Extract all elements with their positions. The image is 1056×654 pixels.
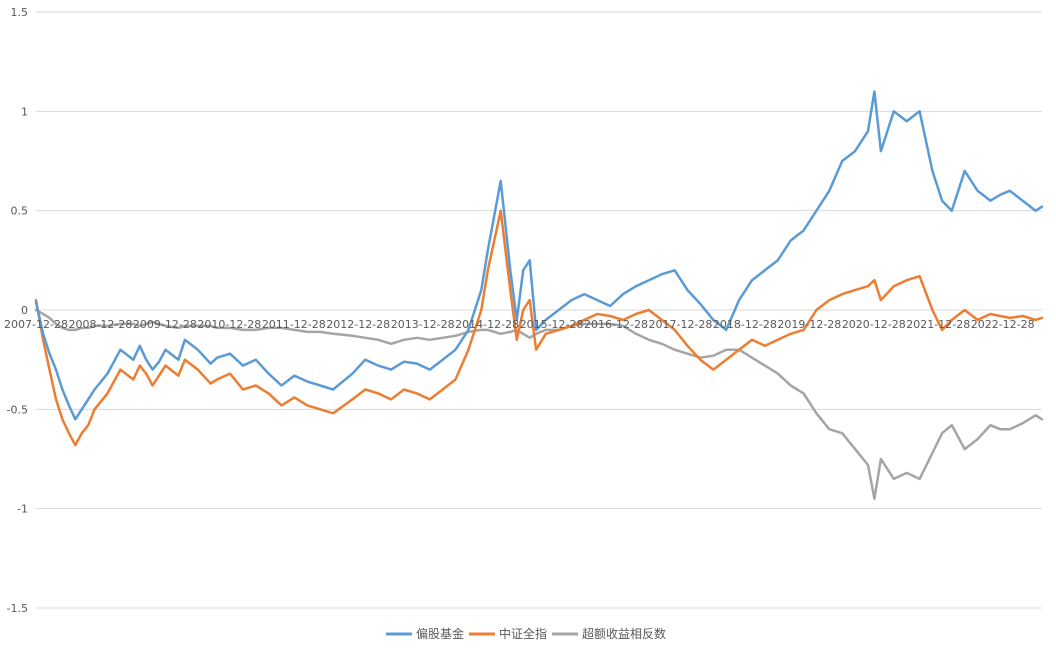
y-tick-label: 0.5 [11,205,29,218]
x-tick-label: 2018-12-28 [713,318,777,331]
x-tick-label: 2009-12-28 [133,318,197,331]
x-tick-label: 2015-12-28 [520,318,584,331]
x-tick-label: 2016-12-28 [584,318,648,331]
y-tick-label: 1.5 [11,6,29,19]
y-tick-label: -1.5 [7,602,28,615]
x-tick-label: 2008-12-28 [68,318,132,331]
legend-label-2: 超额收益相反数 [582,626,666,641]
x-tick-label: 2010-12-28 [197,318,261,331]
y-tick-label: 0 [21,304,28,317]
series-line-1 [34,209,1044,447]
y-tick-label: 1 [21,105,28,118]
x-tick-label: 2017-12-28 [648,318,712,331]
x-tick-label: 2022-12-28 [971,318,1035,331]
x-axis-tick-labels: 2007-12-28 2008-12-28 2009-12-28 2010-12-28… [4,318,1035,331]
legend-label-0: 偏股基金 [416,626,464,641]
series-line-2 [34,308,1044,500]
legend-label-1: 中证全指 [499,626,547,641]
legend: 偏股基金 中证全指 超额收益相反数 [386,626,666,641]
series-lines [34,90,1044,500]
x-tick-label: 2021-12-28 [906,318,970,331]
x-tick-label: 2013-12-28 [391,318,455,331]
y-tick-label: -0.5 [7,403,28,416]
x-tick-label: 2012-12-28 [326,318,390,331]
x-tick-label: 2007-12-28 [4,318,68,331]
gridlines [36,11,1042,609]
x-tick-label: 2014-12-28 [455,318,519,331]
x-tick-label: 2019-12-28 [777,318,841,331]
y-axis-tick-labels: 1.5 1 0.5 0 -0.5 -1 -1.5 [7,6,28,615]
x-tick-label: 2011-12-28 [262,318,326,331]
x-tick-label: 2020-12-28 [842,318,906,331]
series-line-0 [34,90,1044,421]
y-tick-label: -1 [17,503,28,516]
